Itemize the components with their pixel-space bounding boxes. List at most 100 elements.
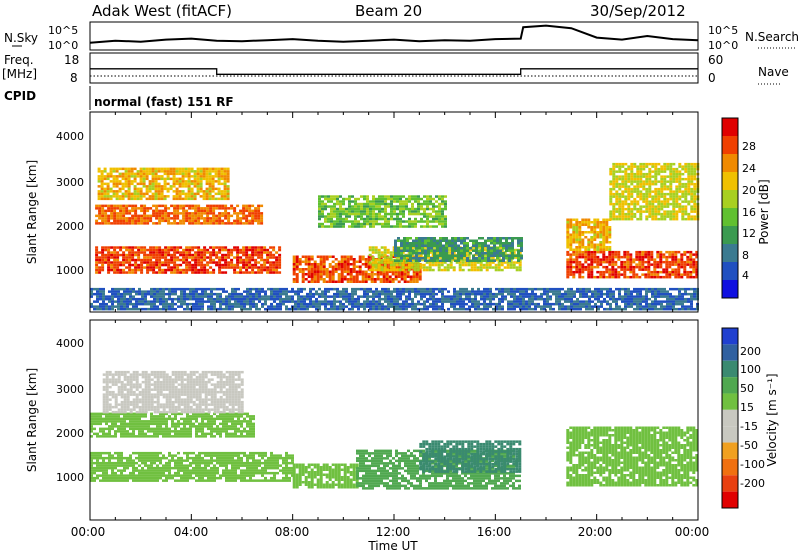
power-cell-10 <box>372 295 375 298</box>
power-cell-2 <box>97 190 101 193</box>
power-cell-5 <box>415 242 418 245</box>
power-cell-10 <box>315 302 318 306</box>
power-cell-10 <box>150 292 153 296</box>
power-cell-9 <box>642 167 646 171</box>
power-cell-7 <box>641 273 645 276</box>
power-cell-9 <box>645 202 649 206</box>
power-cell-0 <box>263 251 267 254</box>
power-cell-10 <box>234 305 237 308</box>
power-cell-10 <box>90 295 93 298</box>
power-cell-1 <box>194 219 198 223</box>
power-cell-10 <box>111 287 114 291</box>
power-cell-2 <box>169 167 173 171</box>
power-cell-8 <box>605 223 609 226</box>
power-cell-4 <box>419 263 423 267</box>
power-cell-4 <box>410 261 414 264</box>
power-cell-9 <box>627 167 631 171</box>
power-cell-8 <box>575 238 579 241</box>
power-cell-1 <box>104 222 108 225</box>
power-cell-6 <box>393 212 396 216</box>
power-cell-0 <box>269 271 273 274</box>
power-cell-7 <box>614 270 618 274</box>
power-cell-4 <box>482 246 486 249</box>
power-cell-3 <box>319 273 323 276</box>
power-cell-7 <box>578 255 582 259</box>
power-cell-1 <box>236 222 240 225</box>
power-cell-7 <box>617 273 621 276</box>
power-cell-3 <box>328 270 332 273</box>
power-cell-2 <box>148 190 152 193</box>
power-cell-6 <box>378 205 381 208</box>
power-cell-9 <box>684 167 688 171</box>
power-cell-6 <box>435 217 438 221</box>
power-cell-9 <box>609 212 613 216</box>
power-cell-6 <box>384 200 387 203</box>
power-cell-10 <box>279 307 282 311</box>
power-cell-0 <box>215 253 219 257</box>
power-cell-6 <box>414 217 417 221</box>
power-cell-10 <box>249 297 252 301</box>
power-cell-9 <box>648 212 652 216</box>
power-cell-10 <box>324 307 327 311</box>
power-cell-4 <box>377 261 381 264</box>
power-cell-3 <box>412 270 416 273</box>
power-cell-7 <box>629 268 633 271</box>
power-cell-3 <box>406 280 410 283</box>
power-cell-0 <box>179 268 183 272</box>
power-cell-6 <box>321 202 324 206</box>
power-cell-6 <box>318 225 321 228</box>
power-cell-2 <box>145 175 149 178</box>
power-cell-1 <box>215 219 219 223</box>
power-cell-2 <box>148 182 152 186</box>
power-cell-1 <box>134 209 138 213</box>
power-cell-9 <box>621 212 625 216</box>
power-cell-3 <box>385 273 389 276</box>
power-cell-7 <box>623 265 627 269</box>
power-cell-1 <box>251 209 255 213</box>
power-cell-0 <box>128 263 132 267</box>
power-cell-3 <box>361 278 365 281</box>
power-cell-3 <box>385 280 389 283</box>
power-cell-0 <box>254 253 258 257</box>
power-cell-9 <box>687 162 691 166</box>
power-cell-2 <box>208 170 212 173</box>
power-cell-1 <box>152 214 156 218</box>
power-cell-9 <box>672 217 676 221</box>
power-cell-2 <box>124 182 128 186</box>
power-cell-5 <box>394 242 397 245</box>
power-cell-8 <box>581 233 585 236</box>
power-cell-8 <box>581 241 585 244</box>
power-cell-0 <box>98 266 102 269</box>
power-cell-9 <box>645 175 649 178</box>
power-cell-6 <box>363 207 366 211</box>
power-cell-3 <box>397 280 401 283</box>
power-cell-3 <box>376 270 380 273</box>
power-cell-8 <box>599 228 603 231</box>
power-cell-10 <box>342 287 345 291</box>
power-cell-9 <box>612 215 616 218</box>
power-cell-8 <box>596 233 600 236</box>
power-cell-0 <box>119 248 123 252</box>
power-cell-6 <box>402 215 405 218</box>
power-cell-8 <box>569 221 573 224</box>
power-cell-1 <box>173 204 177 208</box>
power-cell-1 <box>188 204 192 208</box>
power-cell-10 <box>276 307 279 311</box>
power-cell-6 <box>327 212 330 216</box>
power-cell-1 <box>134 222 138 225</box>
power-cell-7 <box>647 250 651 254</box>
power-cell-0 <box>257 251 261 254</box>
power-cell-3 <box>340 263 344 266</box>
power-cell-3 <box>418 270 422 273</box>
power-cell-1 <box>164 219 168 223</box>
power-cell-5 <box>511 244 514 247</box>
power-cell-5 <box>397 247 400 250</box>
power-cell-1 <box>164 214 168 218</box>
power-cell-3 <box>397 265 401 268</box>
power-cell-10 <box>426 290 429 293</box>
power-cell-3 <box>307 275 311 278</box>
power-cell-10 <box>96 292 99 296</box>
power-cell-6 <box>384 205 387 208</box>
power-cell-10 <box>201 302 204 306</box>
power-cell-5 <box>397 254 400 257</box>
